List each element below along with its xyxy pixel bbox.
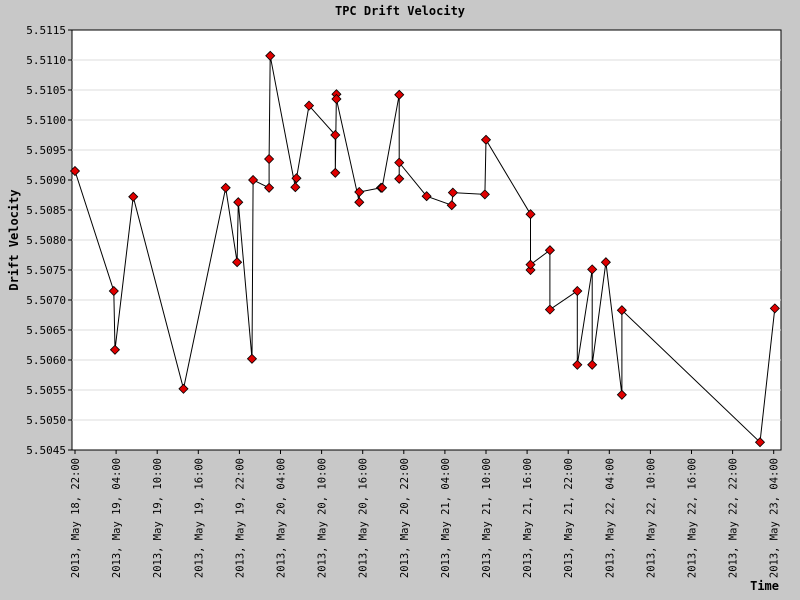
y-tick-label: 5.5065 [26,324,66,337]
data-point [264,182,275,193]
data-point [233,197,244,208]
x-tick-label: 2013, May 21, 22:00 [563,458,575,578]
x-axis-label: Time [750,579,779,593]
data-point [128,191,139,202]
x-tick-label: 2013, May 20, 16:00 [358,458,370,578]
x-tick-label: 2013, May 19, 10:00 [152,458,164,578]
y-tick-label: 5.5050 [26,414,66,427]
data-point [290,182,301,193]
x-tick-label: 2013, May 22, 16:00 [687,458,699,578]
data-point [525,209,536,220]
y-tick-label: 5.5105 [26,84,66,97]
data-point [291,173,302,184]
data-point [264,153,275,165]
data-point [69,165,81,177]
x-tick-label: 2013, May 22, 10:00 [645,458,657,578]
data-point [232,257,243,268]
data-point [330,129,341,141]
data-point [587,264,598,275]
data-point [265,50,276,61]
y-tick-label: 5.5095 [26,144,66,157]
data-point [479,189,490,200]
data-point [754,437,766,448]
data-point [572,359,583,370]
data-point [108,285,119,297]
data-point [178,383,189,394]
data-point [354,197,365,208]
data-point [525,259,536,270]
data-point [330,167,341,178]
y-tick-label: 5.5070 [26,294,66,307]
data-point [377,182,388,193]
data-point [544,304,555,315]
y-tick-label: 5.5085 [26,204,66,217]
chart-title: TPC Drift Velocity [335,4,465,18]
data-point [303,100,315,111]
x-tick-label: 2013, May 22, 04:00 [604,458,616,578]
data-point [248,174,259,186]
y-tick-label: 5.5100 [26,114,66,127]
data-point [421,191,432,202]
x-axis-ticks: 2013, May 18, 22:00 2013, May 19, 04:00 20… [70,450,781,578]
data-point [446,200,457,211]
data-point [616,305,627,316]
data-point [394,157,405,168]
x-tick-label: 2013, May 19, 16:00 [193,458,205,578]
data-point [587,359,598,370]
data-point [447,187,458,198]
x-tick-label: 2013, May 19, 04:00 [111,458,123,578]
x-tick-label: 2013, May 20, 04:00 [276,458,288,578]
data-point [109,344,121,355]
y-tick-label: 5.5080 [26,234,66,247]
x-tick-label: 2013, May 21, 10:00 [481,458,493,578]
data-point [480,134,492,145]
data-points [69,50,780,448]
data-point [525,264,536,276]
x-tick-label: 2013, May 20, 10:00 [317,458,329,578]
data-point [572,285,583,297]
data-point [394,173,405,184]
data-point [544,245,555,256]
x-tick-label: 2013, May 23, 04:00 [769,458,781,578]
grid-lines [72,59,781,421]
y-tick-label: 5.5075 [26,264,66,277]
data-point [331,93,342,105]
data-point [600,257,611,268]
data-point [394,89,405,100]
y-axis-label: Drift Velocity [7,189,21,290]
data-point [220,182,231,193]
x-tick-label: 2013, May 20, 22:00 [399,458,411,578]
y-tick-label: 5.5115 [26,24,66,37]
y-tick-label: 5.5110 [26,54,66,67]
y-tick-label: 5.5045 [26,444,66,457]
data-point [769,303,780,314]
data-point [616,389,627,400]
data-point [246,353,258,364]
x-tick-label: 2013, May 21, 16:00 [522,458,534,578]
y-tick-label: 5.5055 [26,384,66,397]
data-point [354,186,365,198]
y-axis-ticks: 5.5045 5.5050 5.5055 5.5060 5.5065 5.5070 5.50… [26,24,72,457]
x-tick-label: 2013, May 18, 22:00 [70,458,82,578]
y-tick-label: 5.5060 [26,354,66,367]
x-tick-label: 2013, May 22, 22:00 [728,458,740,578]
y-tick-label: 5.5090 [26,174,66,187]
x-tick-label: 2013, May 21, 04:00 [440,458,452,578]
x-tick-label: 2013, May 19, 22:00 [234,458,246,578]
